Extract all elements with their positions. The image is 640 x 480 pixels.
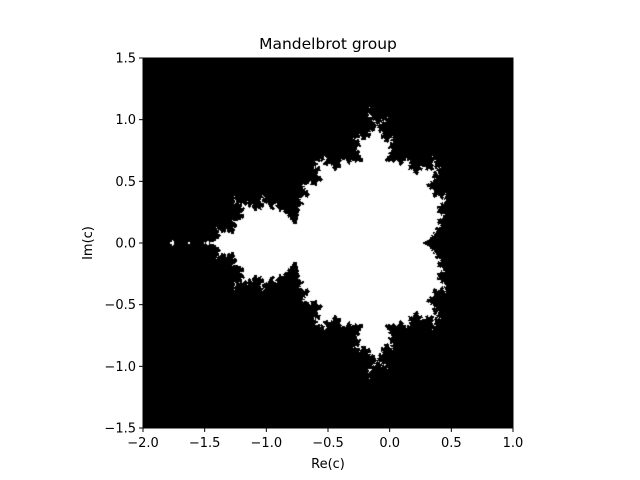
y-tick-label: 1.0 <box>115 113 136 128</box>
mandelbrot-image <box>143 58 513 428</box>
plot-area <box>142 57 514 429</box>
chart-title: Mandelbrot group <box>259 35 397 53</box>
y-axis-label: Im(c) <box>81 226 96 260</box>
x-tick-label: −0.5 <box>312 436 344 451</box>
y-tick-label: 0.0 <box>115 237 136 252</box>
y-tick-label: 1.5 <box>115 52 136 67</box>
x-tick-label: −1.0 <box>251 436 283 451</box>
y-tick-label: −1.0 <box>104 360 136 375</box>
y-tick-label: 0.5 <box>115 175 136 190</box>
y-axis: −1.5 −1.0 −0.5 0.0 0.5 1.0 1.5 <box>104 52 143 437</box>
x-tick-label: −1.5 <box>189 436 221 451</box>
x-axis-label: Re(c) <box>311 457 345 472</box>
y-tick-label: −0.5 <box>104 298 136 313</box>
x-tick-label: 0.0 <box>379 436 400 451</box>
y-tick-label: −1.5 <box>104 422 136 437</box>
x-tick-label: 0.5 <box>441 436 462 451</box>
x-axis: −2.0 −1.5 −1.0 −0.5 0.0 0.5 1.0 <box>127 428 523 451</box>
x-tick-label: 1.0 <box>503 436 524 451</box>
x-tick-label: −2.0 <box>127 436 159 451</box>
